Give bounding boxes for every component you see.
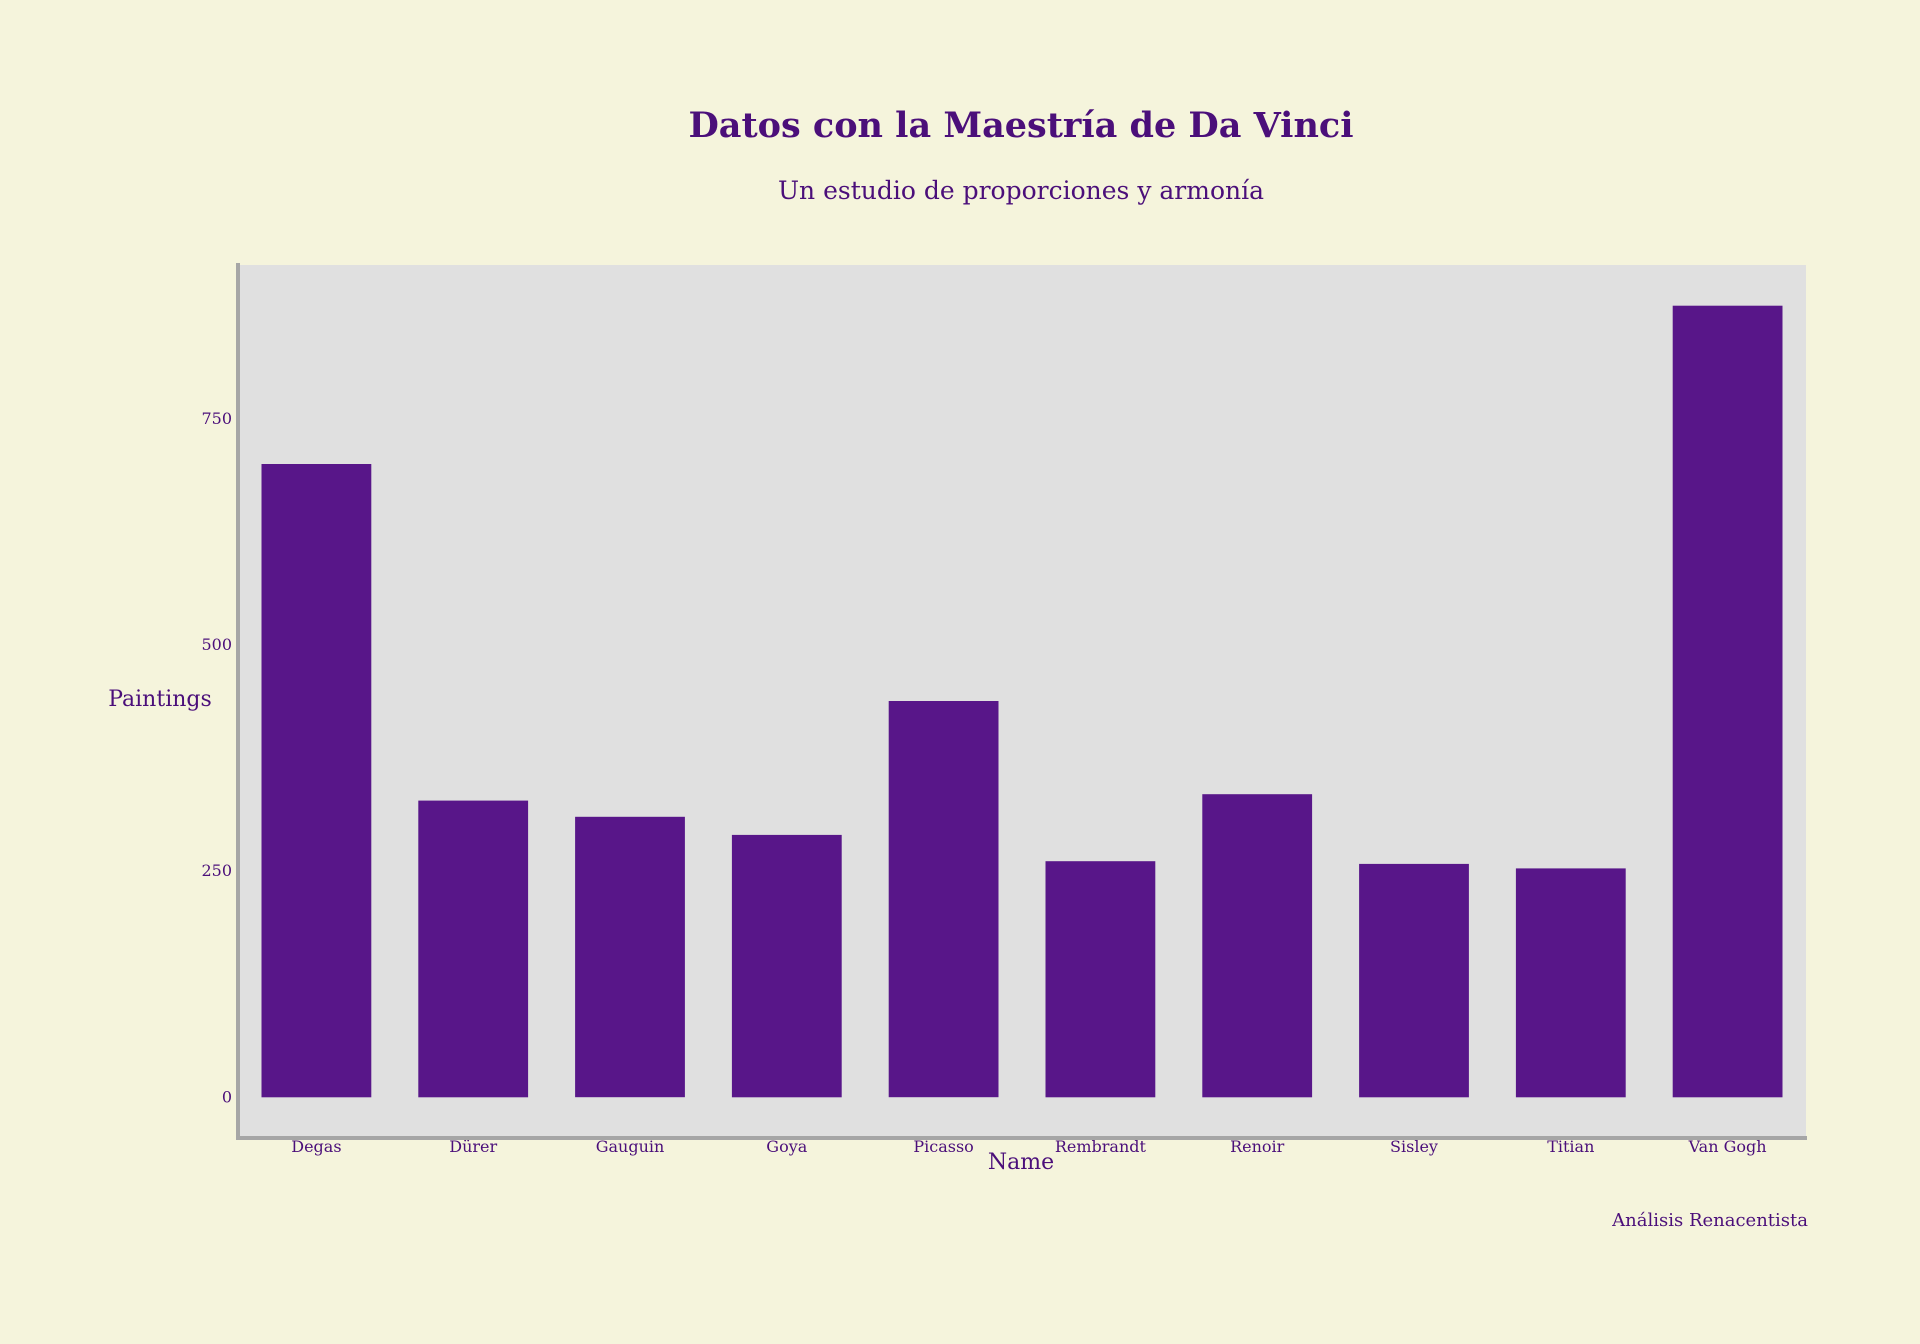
chart-subtitle: Un estudio de proporciones y armonía bbox=[778, 176, 1264, 205]
bar-renoir bbox=[1202, 794, 1313, 1098]
bar-sisley bbox=[1359, 863, 1469, 1098]
y-tick-label: 250 bbox=[201, 861, 232, 880]
footer-note: Análisis Renacentista bbox=[1611, 1210, 1808, 1231]
y-ticks-group: 0 250 500 750 bbox=[201, 409, 232, 1107]
bar-picasso bbox=[888, 701, 999, 1098]
bars-group bbox=[261, 305, 1783, 1098]
x-tick-label: Picasso bbox=[913, 1137, 973, 1156]
x-tick-label: Titian bbox=[1547, 1137, 1594, 1156]
y-tick-label: 750 bbox=[201, 409, 232, 428]
y-tick-label: 0 bbox=[222, 1087, 232, 1106]
bar-gauguin bbox=[575, 816, 685, 1098]
x-tick-label: Goya bbox=[766, 1137, 807, 1156]
bar-goya bbox=[731, 834, 842, 1098]
bar-titian bbox=[1515, 868, 1626, 1098]
y-tick-label: 500 bbox=[201, 635, 232, 654]
x-tick-label: Rembrandt bbox=[1055, 1137, 1147, 1156]
x-tick-label: Degas bbox=[291, 1137, 341, 1156]
bar-degas bbox=[261, 464, 372, 1098]
x-ticks-group: Degas Dürer Gauguin Goya Picasso Rembrandt Ren… bbox=[291, 1137, 1766, 1156]
x-tick-label: Gauguin bbox=[596, 1137, 665, 1156]
x-tick-label: Dürer bbox=[449, 1137, 497, 1156]
bar-dürer bbox=[418, 800, 529, 1098]
chart-title: Datos con la Maestría de Da Vinci bbox=[688, 105, 1353, 146]
x-tick-label: Renoir bbox=[1230, 1137, 1285, 1156]
x-tick-label: Sisley bbox=[1390, 1137, 1438, 1156]
bar-rembrandt bbox=[1045, 861, 1156, 1098]
bar-van-gogh bbox=[1672, 305, 1783, 1098]
x-axis-label: Name bbox=[988, 1150, 1054, 1175]
x-tick-label: Van Gogh bbox=[1688, 1137, 1767, 1156]
y-axis-label: Paintings bbox=[108, 687, 212, 712]
